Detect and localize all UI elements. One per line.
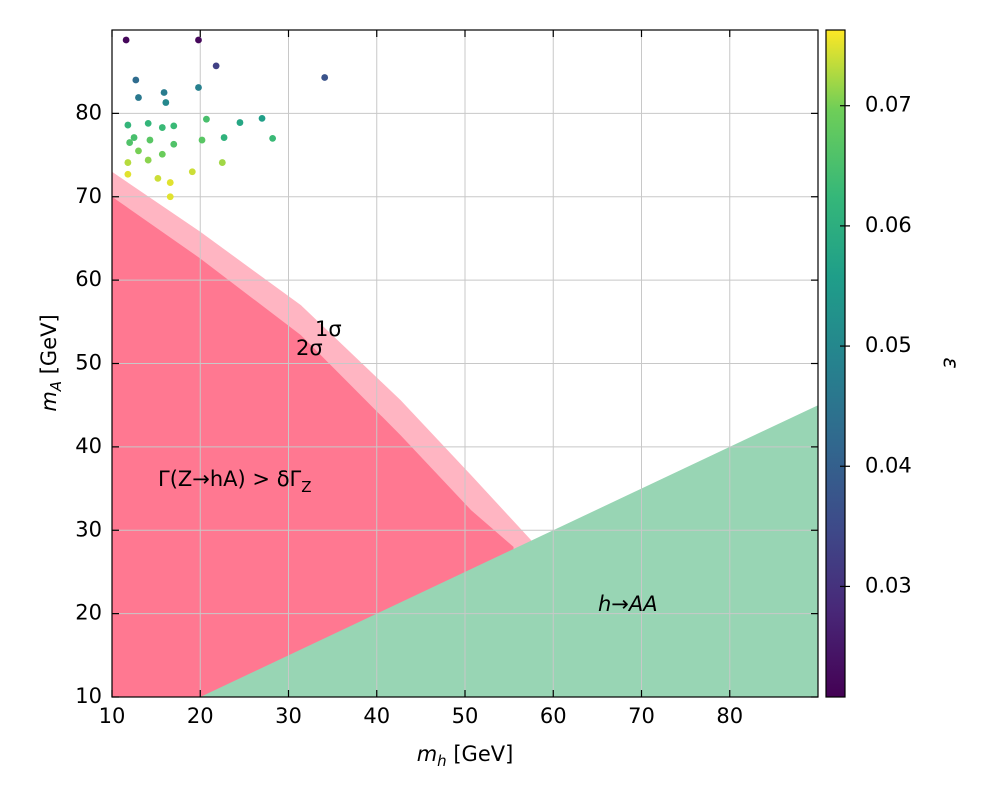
x-tick-label: 60 — [540, 704, 567, 728]
point — [198, 136, 206, 144]
x-tick-label: 40 — [363, 704, 390, 728]
point — [218, 159, 226, 166]
annotation: 1σ — [315, 317, 342, 341]
point — [154, 175, 162, 182]
point — [170, 140, 178, 148]
point — [170, 122, 178, 130]
point — [124, 170, 132, 178]
point — [158, 124, 166, 131]
regions — [112, 171, 818, 697]
point — [126, 139, 134, 146]
point — [124, 159, 132, 166]
y-axis-label: mA [GeV] — [37, 314, 65, 411]
colorbar-tick-label: 0.03 — [865, 573, 912, 597]
point — [130, 134, 138, 141]
point — [132, 76, 140, 84]
point — [188, 168, 196, 176]
point — [144, 156, 152, 164]
annotation: 2σ — [296, 336, 323, 360]
y-label-text: m — [37, 391, 61, 411]
x-axis-label: mh [GeV] — [417, 742, 514, 770]
point — [195, 36, 202, 44]
point — [220, 134, 228, 141]
annotation-text: Γ(Z→hA) > δΓ — [158, 467, 302, 491]
region — [200, 405, 818, 697]
point — [166, 193, 174, 201]
point — [146, 136, 154, 144]
x-tick-label: 70 — [628, 704, 655, 728]
x-tick-label: 10 — [99, 704, 126, 728]
point — [162, 99, 170, 106]
x-tick-label: 30 — [275, 704, 302, 728]
y-tick-label: 30 — [75, 517, 102, 541]
point — [135, 147, 142, 155]
point — [122, 36, 130, 44]
point — [258, 114, 266, 122]
y-label-sub: A — [47, 381, 65, 392]
point — [212, 62, 220, 70]
x-tick-label: 50 — [452, 704, 479, 728]
colorbar-tick-label: 0.05 — [865, 333, 912, 357]
x-label-sub: h — [437, 752, 447, 770]
y-tick-label: 80 — [75, 100, 102, 124]
point — [158, 150, 166, 158]
colorbar-tick-label: 0.04 — [865, 453, 912, 477]
annotation: Γ(Z→hA) > δΓZ — [158, 467, 312, 496]
colorbar-tick-label: 0.07 — [865, 93, 912, 117]
point — [321, 74, 329, 81]
colorbar-label: ε — [939, 357, 963, 368]
y-tick-label: 70 — [75, 184, 102, 208]
y-tick-label: 40 — [75, 434, 102, 458]
point — [166, 179, 174, 186]
point — [269, 134, 277, 142]
annotation: h→AA — [598, 592, 658, 616]
point — [124, 121, 132, 129]
point — [144, 119, 152, 127]
colorbar-tick-label: 0.06 — [865, 213, 912, 237]
y-tick-label: 50 — [75, 351, 102, 375]
point — [195, 84, 202, 91]
x-label-text: m — [417, 742, 437, 766]
point — [160, 89, 168, 96]
y-tick-label: 20 — [75, 601, 102, 625]
point — [203, 115, 210, 123]
annotation-sub: Z — [301, 478, 311, 496]
point — [236, 119, 244, 126]
point — [135, 94, 142, 101]
x-tick-label: 80 — [716, 704, 743, 728]
y-tick-label: 10 — [75, 684, 102, 708]
x-label-suffix: [GeV] — [447, 742, 514, 766]
y-label-suffix: [GeV] — [37, 314, 61, 381]
y-tick-label: 60 — [75, 267, 102, 291]
x-tick-label: 20 — [187, 704, 214, 728]
points — [122, 36, 329, 201]
colorbar — [825, 29, 846, 698]
